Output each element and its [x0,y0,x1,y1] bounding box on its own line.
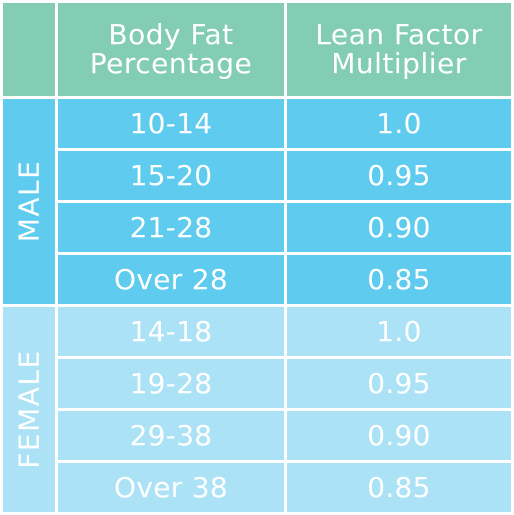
body-fat-range-cell: 29-38 [58,410,284,460]
body-fat-range-cell: 15-20 [58,150,284,200]
table-header-row: Body Fat Percentage Lean Factor Multipli… [3,3,511,96]
multiplier-cell: 0.95 [287,358,511,408]
table-row: 19-28 0.95 [3,358,511,408]
lean-factor-multiplier-header: Lean Factor Multiplier [287,3,511,96]
lean-factor-header-line1: Lean Factor [315,18,483,52]
header-corner-cell [3,3,55,96]
female-group-label-cell: FEMALE [3,306,55,512]
male-group-label: MALE [12,160,46,243]
body-fat-range-cell: 10-14 [58,98,284,148]
table-row: 29-38 0.90 [3,410,511,460]
multiplier-cell: 0.95 [287,150,511,200]
body-fat-header-line2: Percentage [89,47,253,81]
table-row: MALE 10-14 1.0 [3,98,511,304]
body-fat-header-line1: Body Fat [108,18,234,52]
table-row: Over 38 0.85 [3,462,511,512]
body-fat-range-cell: 14-18 [58,306,284,356]
body-fat-range-cell: 19-28 [58,358,284,408]
body-fat-percentage-header: Body Fat Percentage [58,3,284,96]
body-fat-range-cell: Over 28 [58,254,284,304]
multiplier-cell: 1.0 [287,98,511,148]
table-row: 21-28 0.90 [3,202,511,252]
male-group-label-cell: MALE [3,98,55,304]
multiplier-cell: 0.85 [287,254,511,304]
multiplier-cell: 1.0 [287,306,511,356]
multiplier-cell: 0.90 [287,202,511,252]
body-fat-range-cell: Over 38 [58,462,284,512]
lean-factor-header-line2: Multiplier [331,47,467,81]
female-group-label: FEMALE [12,349,46,470]
multiplier-cell: 0.90 [287,410,511,460]
body-fat-range-cell: 21-28 [58,202,284,252]
table-row: Over 28 0.85 [3,254,511,304]
table-row: FEMALE 14-18 1.0 [3,306,511,512]
table-row: 15-20 0.95 [3,150,511,200]
multiplier-cell: 0.85 [287,462,511,512]
